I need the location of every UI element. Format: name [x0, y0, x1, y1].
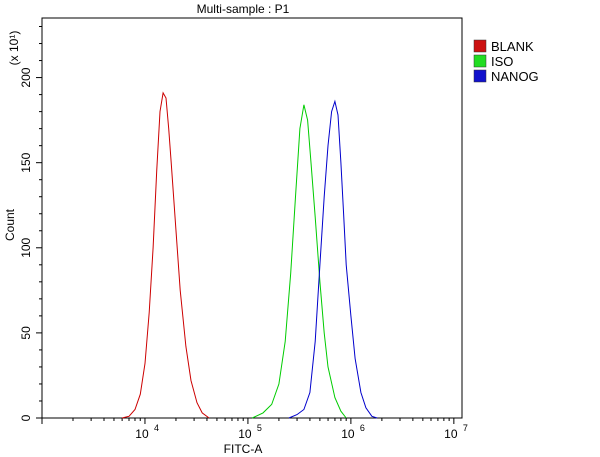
plot-border [41, 17, 463, 419]
x-axis: 10 4 10 5 10 6 10 7 [41, 418, 468, 441]
series-line-blank [121, 91, 210, 419]
y-axis: 0 50 100 150 200 [19, 26, 42, 421]
legend-swatch-iso [473, 54, 487, 68]
plot-area [41, 17, 463, 419]
x-tick-exponent: 7 [463, 423, 468, 433]
y-tick-label: 200 [19, 67, 33, 87]
series-line-nanog [288, 99, 378, 419]
y-axis-label: Count [3, 208, 17, 241]
legend-label-iso: ISO [491, 54, 513, 69]
legend-label-nanog: NANOG [491, 69, 539, 84]
y-tick-label: 150 [19, 152, 33, 172]
y-multiplier-label: (x 10¹) [7, 31, 21, 66]
x-tick-label: 10 [238, 427, 252, 441]
x-tick-exponent: 6 [360, 423, 365, 433]
y-tick-label: 0 [19, 414, 33, 421]
y-tick-label: 100 [19, 237, 33, 257]
x-tick-label: 10 [341, 427, 355, 441]
series-line-iso [251, 104, 347, 419]
x-tick-label: 10 [444, 427, 458, 441]
x-tick-label: 10 [135, 427, 149, 441]
chart-title: Multi-sample : P1 [197, 2, 290, 16]
legend-swatch-nanog [473, 69, 487, 83]
series-lines [121, 91, 378, 419]
y-tick-label: 50 [19, 326, 33, 340]
legend-swatch-blank [473, 39, 487, 53]
x-axis-label: FITC-A [224, 442, 263, 456]
y-axis-multiplier: (x 10¹) [7, 31, 21, 66]
x-tick-exponent: 5 [257, 423, 262, 433]
x-tick-exponent: 4 [154, 423, 159, 433]
legend-label-blank: BLANK [491, 39, 534, 54]
